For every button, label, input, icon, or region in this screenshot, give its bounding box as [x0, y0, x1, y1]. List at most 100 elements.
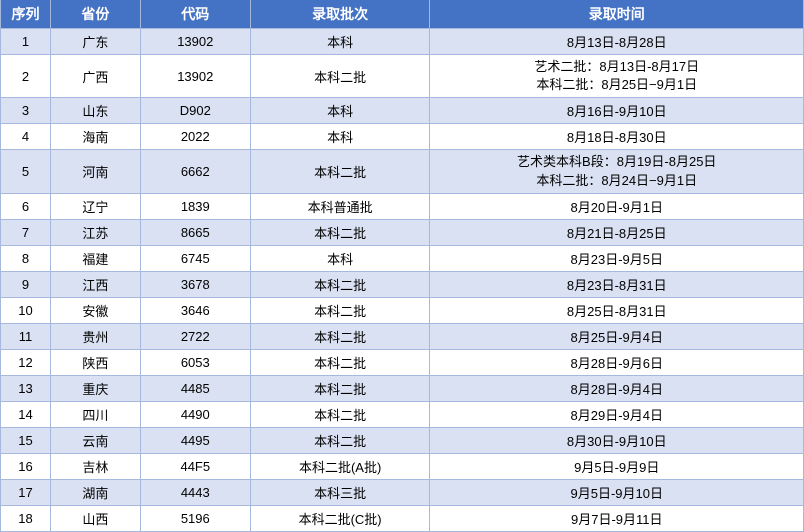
cell-seq: 14: [1, 401, 51, 427]
cell-batch: 本科二批: [250, 375, 430, 401]
cell-batch: 本科二批: [250, 219, 430, 245]
cell-time: 8月23日-8月31日: [430, 271, 804, 297]
table-row: 10安徽3646本科二批8月25日-8月31日: [1, 297, 804, 323]
cell-province: 山东: [50, 98, 140, 124]
cell-time: 艺术类本科B段：8月19日-8月25日 本科二批：8月24日−9月1日: [430, 150, 804, 193]
table-row: 8福建6745本科8月23日-9月5日: [1, 245, 804, 271]
cell-code: 6745: [140, 245, 250, 271]
table-row: 1广东13902本科8月13日-8月28日: [1, 29, 804, 55]
cell-batch: 本科二批: [250, 150, 430, 193]
table-row: 7江苏8665本科二批8月21日-8月25日: [1, 219, 804, 245]
cell-time: 8月16日-9月10日: [430, 98, 804, 124]
cell-province: 江西: [50, 271, 140, 297]
cell-batch: 本科: [250, 29, 430, 55]
cell-seq: 8: [1, 245, 51, 271]
cell-seq: 1: [1, 29, 51, 55]
cell-time: 8月30日-9月10日: [430, 427, 804, 453]
cell-batch: 本科二批: [250, 297, 430, 323]
cell-province: 云南: [50, 427, 140, 453]
cell-seq: 15: [1, 427, 51, 453]
cell-seq: 6: [1, 193, 51, 219]
cell-time: 8月29日-9月4日: [430, 401, 804, 427]
cell-time: 8月18日-8月30日: [430, 124, 804, 150]
header-time: 录取时间: [430, 0, 804, 29]
cell-time: 9月7日-9月11日: [430, 505, 804, 531]
cell-code: 4495: [140, 427, 250, 453]
cell-code: D902: [140, 98, 250, 124]
admission-table: 序列 省份 代码 录取批次 录取时间 1广东13902本科8月13日-8月28日…: [0, 0, 804, 532]
header-province: 省份: [50, 0, 140, 29]
cell-province: 广东: [50, 29, 140, 55]
cell-time: 8月25日-8月31日: [430, 297, 804, 323]
cell-time: 8月23日-9月5日: [430, 245, 804, 271]
cell-batch: 本科二批: [250, 427, 430, 453]
cell-code: 13902: [140, 29, 250, 55]
cell-province: 重庆: [50, 375, 140, 401]
cell-seq: 10: [1, 297, 51, 323]
cell-seq: 4: [1, 124, 51, 150]
cell-province: 贵州: [50, 323, 140, 349]
cell-code: 44F5: [140, 453, 250, 479]
cell-province: 河南: [50, 150, 140, 193]
table-row: 12陕西6053本科二批8月28日-9月6日: [1, 349, 804, 375]
cell-batch: 本科二批(C批): [250, 505, 430, 531]
cell-province: 海南: [50, 124, 140, 150]
cell-code: 13902: [140, 55, 250, 98]
table-row: 11贵州2722本科二批8月25日-9月4日: [1, 323, 804, 349]
cell-code: 6053: [140, 349, 250, 375]
cell-code: 3646: [140, 297, 250, 323]
cell-code: 5196: [140, 505, 250, 531]
cell-code: 1839: [140, 193, 250, 219]
cell-seq: 13: [1, 375, 51, 401]
table-row: 9江西3678本科二批8月23日-8月31日: [1, 271, 804, 297]
cell-province: 福建: [50, 245, 140, 271]
cell-code: 3678: [140, 271, 250, 297]
cell-province: 辽宁: [50, 193, 140, 219]
table-row: 18山西5196本科二批(C批)9月7日-9月11日: [1, 505, 804, 531]
cell-province: 江苏: [50, 219, 140, 245]
cell-time: 9月5日-9月10日: [430, 479, 804, 505]
cell-seq: 16: [1, 453, 51, 479]
cell-province: 安徽: [50, 297, 140, 323]
header-batch: 录取批次: [250, 0, 430, 29]
cell-seq: 18: [1, 505, 51, 531]
cell-seq: 2: [1, 55, 51, 98]
cell-time: 8月21日-8月25日: [430, 219, 804, 245]
table-row: 2广西13902本科二批艺术二批：8月13日-8月17日 本科二批：8月25日−…: [1, 55, 804, 98]
cell-batch: 本科二批: [250, 401, 430, 427]
table-row: 6辽宁1839本科普通批8月20日-9月1日: [1, 193, 804, 219]
cell-batch: 本科三批: [250, 479, 430, 505]
cell-batch: 本科二批: [250, 349, 430, 375]
cell-code: 4443: [140, 479, 250, 505]
table-header: 序列 省份 代码 录取批次 录取时间: [1, 0, 804, 29]
table-row: 15云南4495本科二批8月30日-9月10日: [1, 427, 804, 453]
cell-seq: 17: [1, 479, 51, 505]
cell-code: 4490: [140, 401, 250, 427]
table-row: 17湖南4443本科三批9月5日-9月10日: [1, 479, 804, 505]
cell-seq: 5: [1, 150, 51, 193]
table-body: 1广东13902本科8月13日-8月28日2广西13902本科二批艺术二批：8月…: [1, 29, 804, 532]
cell-seq: 9: [1, 271, 51, 297]
cell-province: 四川: [50, 401, 140, 427]
cell-batch: 本科: [250, 98, 430, 124]
header-row: 序列 省份 代码 录取批次 录取时间: [1, 0, 804, 29]
cell-code: 2022: [140, 124, 250, 150]
table-row: 13重庆4485本科二批8月28日-9月4日: [1, 375, 804, 401]
cell-seq: 3: [1, 98, 51, 124]
cell-time: 9月5日-9月9日: [430, 453, 804, 479]
table-row: 14四川4490本科二批8月29日-9月4日: [1, 401, 804, 427]
cell-province: 广西: [50, 55, 140, 98]
cell-batch: 本科: [250, 124, 430, 150]
header-code: 代码: [140, 0, 250, 29]
cell-batch: 本科二批: [250, 271, 430, 297]
cell-time: 8月28日-9月6日: [430, 349, 804, 375]
table-row: 4海南2022本科8月18日-8月30日: [1, 124, 804, 150]
cell-province: 山西: [50, 505, 140, 531]
cell-province: 陕西: [50, 349, 140, 375]
cell-batch: 本科二批(A批): [250, 453, 430, 479]
cell-time: 8月13日-8月28日: [430, 29, 804, 55]
cell-time: 8月25日-9月4日: [430, 323, 804, 349]
header-seq: 序列: [1, 0, 51, 29]
cell-time: 8月20日-9月1日: [430, 193, 804, 219]
cell-batch: 本科二批: [250, 323, 430, 349]
